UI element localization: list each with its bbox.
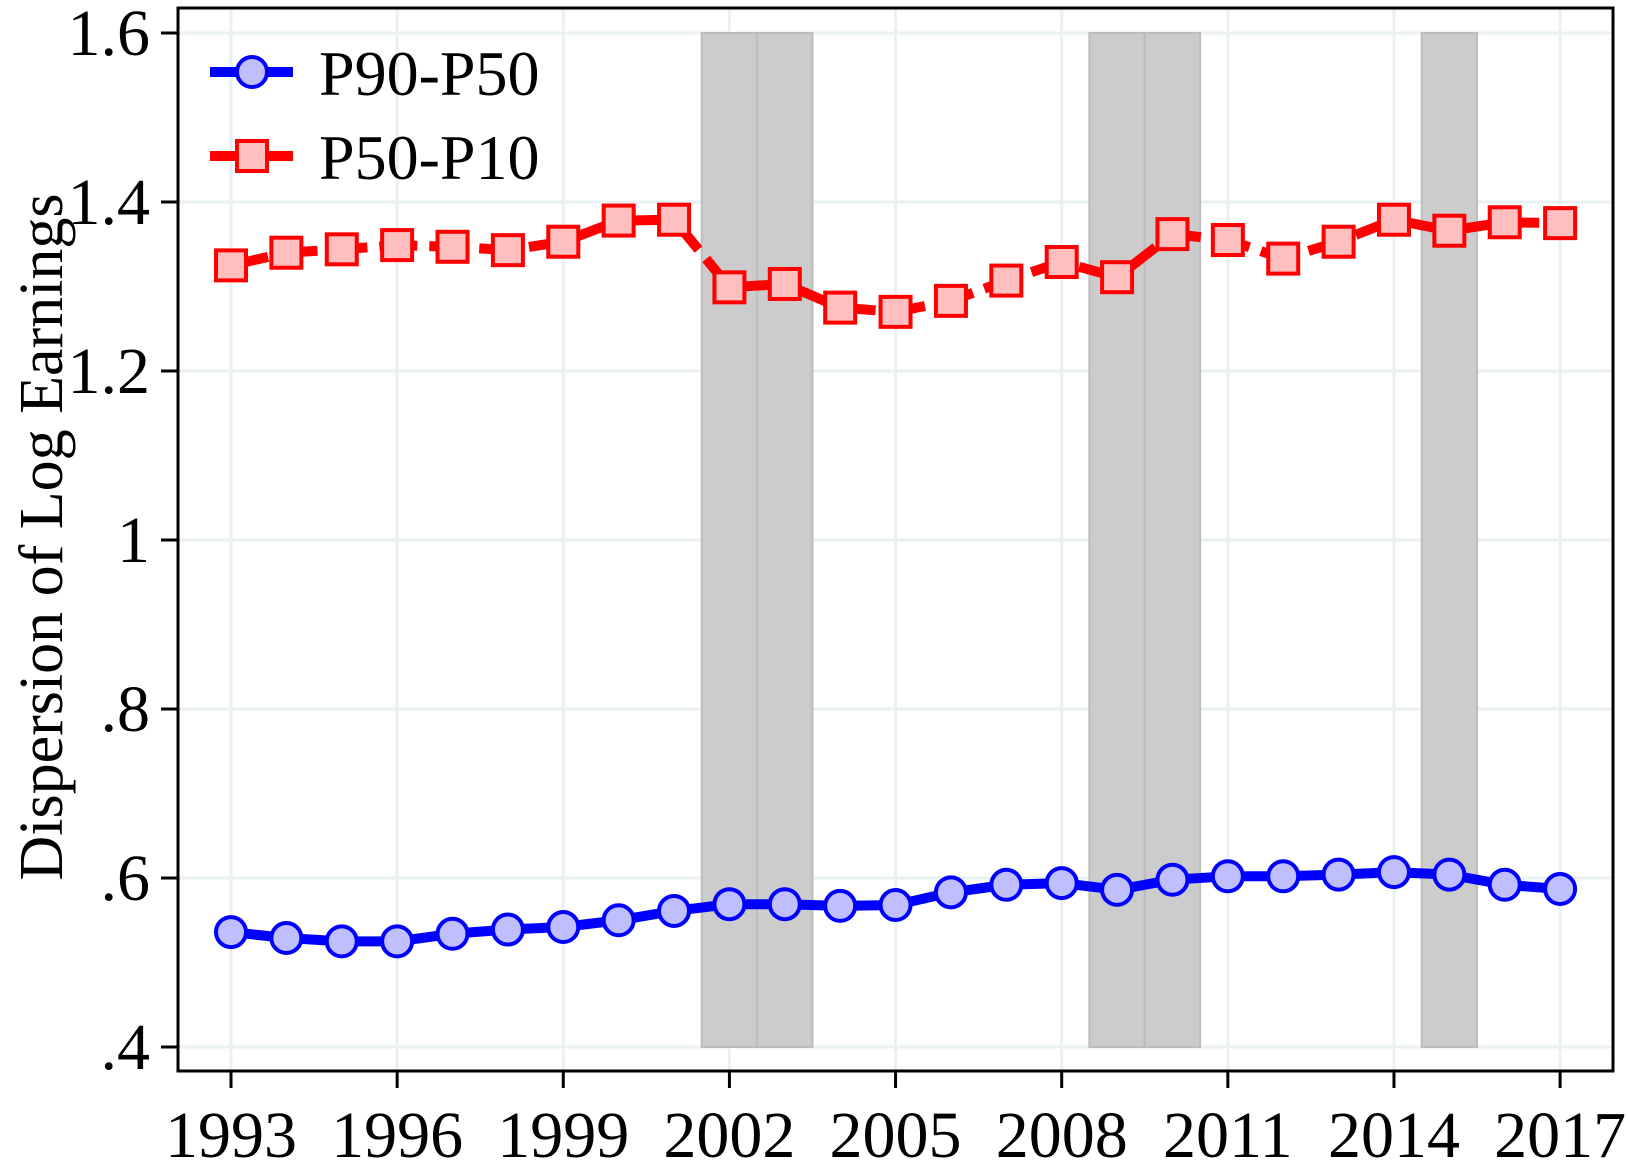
data-point-circle xyxy=(1266,859,1301,894)
data-point-square xyxy=(1376,202,1411,237)
data-point-square xyxy=(214,248,248,283)
y-tick-label: .6 xyxy=(101,842,151,915)
legend: P90-P50 P50-P10 xyxy=(210,38,540,193)
y-tick-label: 1.2 xyxy=(68,335,151,408)
legend-square-icon xyxy=(235,139,269,173)
shaded-regions xyxy=(700,32,1479,1048)
data-point-circle xyxy=(380,924,415,959)
x-tick-label: 2017 xyxy=(1494,1099,1626,1165)
data-point-square xyxy=(1210,223,1245,258)
data-point-square xyxy=(1100,260,1135,295)
data-point-square xyxy=(1432,213,1467,248)
data-point-circle xyxy=(989,867,1024,902)
y-tick-label: 1.4 xyxy=(68,166,151,239)
data-point-circle xyxy=(601,903,636,938)
data-point-square xyxy=(1321,224,1356,259)
data-point-square xyxy=(767,266,802,301)
data-point-square xyxy=(823,290,858,325)
x-tick-label: 2014 xyxy=(1328,1099,1460,1165)
series-p90-p50 xyxy=(214,855,1578,959)
x-tick-label: 2011 xyxy=(1163,1099,1293,1165)
legend-item-p90-p50: P90-P50 xyxy=(210,38,540,109)
data-point-square xyxy=(490,233,525,268)
data-point-circle xyxy=(1487,867,1522,902)
legend-item-p50-p10: P50-P10 xyxy=(210,122,540,193)
data-point-circle xyxy=(1044,866,1079,901)
y-axis: .4 .6 .8 1 1.2 1.4 1.6 xyxy=(68,0,178,1084)
data-point-square xyxy=(933,283,968,318)
data-point-circle xyxy=(1376,855,1411,890)
data-point-square xyxy=(1044,244,1079,279)
y-tick-label: .4 xyxy=(101,1011,151,1084)
y-tick-label: .8 xyxy=(101,673,151,746)
data-series xyxy=(214,202,1578,959)
data-point-circle xyxy=(1321,857,1356,892)
data-point-circle xyxy=(490,912,525,947)
x-tick-label: 1993 xyxy=(165,1099,297,1165)
data-point-circle xyxy=(1210,859,1245,894)
data-point-circle xyxy=(823,888,858,923)
data-point-square xyxy=(269,235,304,270)
data-point-square xyxy=(657,202,692,237)
data-point-square xyxy=(546,224,581,259)
series-p50-p10 xyxy=(214,202,1578,329)
data-point-circle xyxy=(546,910,581,945)
x-tick-label: 1999 xyxy=(497,1099,629,1165)
x-tick-label: 2008 xyxy=(996,1099,1128,1165)
legend-circle-icon xyxy=(235,55,269,89)
x-axis: 1993 1996 1999 2002 2005 2008 2011 2014 2017 xyxy=(165,1071,1626,1165)
data-point-square xyxy=(989,263,1024,298)
data-point-circle xyxy=(435,916,470,951)
y-axis-title: Dispersion of Log Earnings xyxy=(8,193,76,880)
data-point-circle xyxy=(712,887,747,922)
data-point-circle xyxy=(878,888,913,923)
data-point-square xyxy=(601,203,636,238)
y-tick-label: 1.6 xyxy=(68,0,151,70)
data-point-circle xyxy=(1543,871,1578,906)
data-point-square xyxy=(1487,205,1522,240)
data-point-circle xyxy=(324,924,359,959)
data-point-square xyxy=(1266,241,1301,276)
data-point-square xyxy=(712,270,747,305)
data-point-square xyxy=(380,228,415,263)
data-point-square xyxy=(878,294,913,329)
x-tick-label: 1996 xyxy=(331,1099,463,1165)
x-tick-label: 2005 xyxy=(830,1099,962,1165)
x-tick-label: 2002 xyxy=(663,1099,795,1165)
data-point-circle xyxy=(1155,862,1190,897)
legend-label: P90-P50 xyxy=(319,38,540,109)
recession-shade xyxy=(1420,32,1479,1048)
data-point-circle xyxy=(214,915,248,950)
data-point-square xyxy=(435,229,470,264)
data-point-square xyxy=(324,232,359,267)
data-point-circle xyxy=(1432,857,1467,892)
data-point-square xyxy=(1543,206,1578,241)
data-point-circle xyxy=(933,875,968,910)
y-tick-label: 1 xyxy=(117,504,150,577)
data-point-circle xyxy=(269,920,304,955)
data-point-circle xyxy=(657,893,692,928)
data-point-circle xyxy=(767,887,802,922)
legend-label: P50-P10 xyxy=(319,122,540,193)
recession-shade xyxy=(700,32,759,1048)
data-point-square xyxy=(1155,217,1190,252)
recession-shade xyxy=(756,32,814,1048)
data-point-circle xyxy=(1100,872,1135,907)
